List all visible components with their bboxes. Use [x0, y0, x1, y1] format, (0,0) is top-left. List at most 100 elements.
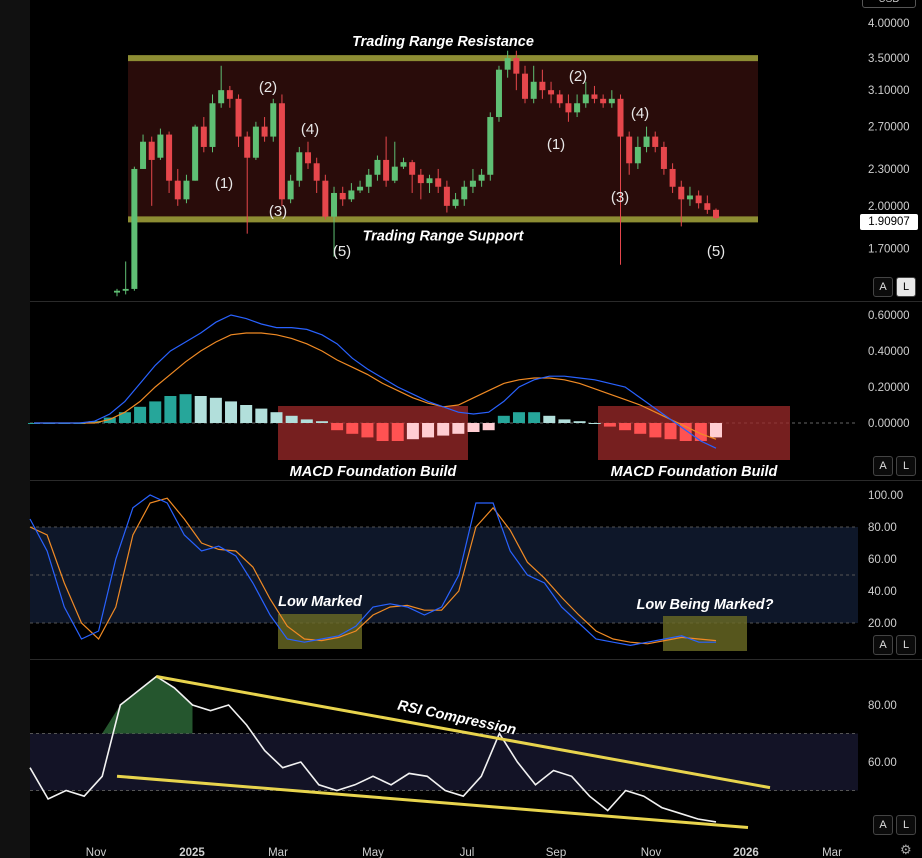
- candle: [426, 178, 433, 184]
- auto-scale-button[interactable]: A: [873, 456, 893, 476]
- candle: [244, 136, 251, 158]
- stoch-tick-label: 60.00: [868, 554, 897, 566]
- left-toolbar: [0, 0, 30, 858]
- stoch-low-zone: [663, 616, 747, 651]
- macd-histogram-bar: [497, 415, 510, 423]
- candle: [634, 146, 641, 164]
- macd-histogram-bar: [573, 421, 586, 423]
- candle: [574, 103, 581, 113]
- macd-histogram-bar: [285, 415, 298, 423]
- macd-histogram-bar: [88, 421, 101, 423]
- candle: [626, 136, 633, 164]
- candle: [391, 166, 398, 181]
- candle: [652, 136, 659, 147]
- candle: [278, 103, 285, 200]
- log-scale-button[interactable]: L: [896, 456, 916, 476]
- candle: [409, 162, 416, 175]
- macd-histogram-bar: [406, 423, 419, 440]
- stoch-tick-label: 40.00: [868, 586, 897, 598]
- candle: [713, 209, 719, 219]
- time-axis-label: Sep: [546, 847, 566, 858]
- candle: [200, 126, 207, 147]
- macd-histogram-bar: [331, 423, 344, 431]
- pane-separator: [30, 301, 922, 302]
- candle: [495, 69, 502, 118]
- macd-histogram-bar: [164, 396, 177, 423]
- price-tick-label: 2.00000: [868, 201, 910, 213]
- macd-histogram-bar: [558, 419, 571, 423]
- candle: [452, 199, 459, 206]
- wave-label: (2): [569, 68, 587, 85]
- candle: [140, 141, 147, 169]
- log-scale-button[interactable]: L: [896, 277, 916, 297]
- macd-histogram-bar: [255, 408, 268, 423]
- macd-histogram-bar: [194, 396, 207, 423]
- macd-histogram-bar: [588, 423, 601, 424]
- rsi-line: [29, 675, 717, 823]
- wave-label: (3): [269, 203, 287, 220]
- candle: [608, 98, 615, 104]
- candle: [339, 192, 346, 200]
- candle: [513, 58, 520, 74]
- auto-scale-button[interactable]: A: [873, 277, 893, 297]
- candle: [304, 152, 311, 164]
- stoch-annotation-right: Low Being Marked?: [637, 597, 774, 613]
- stoch-k-line: [29, 494, 716, 647]
- candle: [522, 73, 529, 99]
- macd-histogram-bar: [452, 423, 465, 434]
- candle: [443, 186, 450, 206]
- candle: [695, 195, 702, 204]
- candle: [287, 180, 294, 200]
- macd-histogram-bar: [482, 423, 495, 431]
- candle: [270, 103, 277, 137]
- candle: [313, 163, 320, 181]
- price-tick-label: 3.50000: [868, 53, 910, 65]
- macd-histogram-bar: [437, 423, 450, 436]
- log-scale-button[interactable]: L: [896, 815, 916, 835]
- macd-histogram-bar: [103, 417, 116, 423]
- stoch-tick-label: 80.00: [868, 522, 897, 534]
- candle: [252, 126, 259, 158]
- auto-scale-button[interactable]: A: [873, 815, 893, 835]
- candle: [565, 103, 572, 113]
- candle: [617, 98, 624, 137]
- macd-histogram-bar: [225, 401, 238, 423]
- candle: [678, 186, 685, 200]
- candle: [331, 192, 338, 217]
- auto-scale-button[interactable]: A: [873, 635, 893, 655]
- candle: [530, 81, 537, 99]
- macd-histogram-bar: [694, 423, 707, 441]
- rsi-lower-trendline: [116, 774, 749, 830]
- candle: [157, 134, 164, 158]
- candle: [600, 98, 607, 104]
- log-scale-button[interactable]: L: [896, 635, 916, 655]
- currency-label[interactable]: USD: [862, 0, 916, 8]
- macd-histogram-bar: [679, 423, 692, 441]
- candle: [183, 180, 190, 200]
- macd-histogram-bar: [346, 423, 359, 434]
- macd-histogram-bar: [543, 415, 556, 423]
- macd-histogram-bar: [361, 423, 374, 438]
- candle: [148, 141, 155, 160]
- candle: [417, 174, 424, 184]
- macd-histogram-bar: [376, 423, 389, 441]
- candle: [478, 174, 485, 181]
- rsi-tick-label: 60.00: [868, 757, 897, 769]
- stoch-low-zone: [278, 614, 362, 649]
- gear-icon[interactable]: ⚙: [900, 842, 912, 857]
- stoch-annotation-left: Low Marked: [278, 594, 363, 610]
- candle: [487, 117, 494, 175]
- candle: [400, 162, 407, 167]
- candle: [348, 190, 355, 200]
- price-tick-label: 2.30000: [868, 164, 910, 176]
- candle: [192, 126, 199, 181]
- wave-label: (4): [631, 105, 649, 122]
- candle: [504, 58, 511, 70]
- current-price-label: 1.90907: [860, 214, 918, 230]
- candle: [365, 174, 372, 187]
- price-tick-label: 3.10000: [868, 85, 910, 97]
- time-axis-label: 2025: [179, 847, 205, 858]
- candle: [582, 94, 589, 104]
